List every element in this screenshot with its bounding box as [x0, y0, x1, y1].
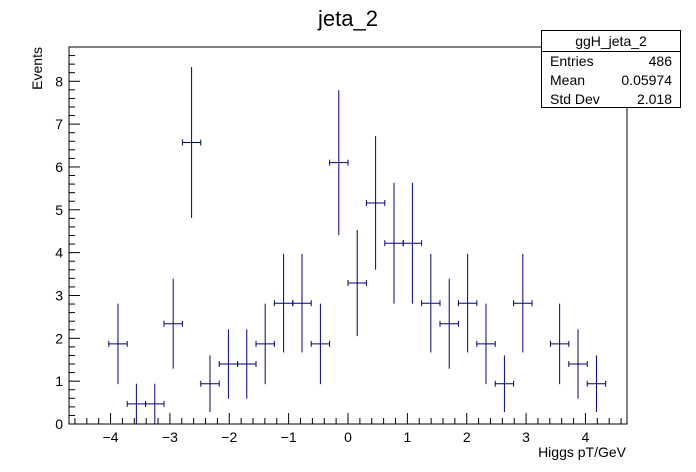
- data-point: [181, 67, 202, 218]
- y-tick-label: 0: [55, 416, 63, 432]
- data-point: [218, 329, 239, 399]
- x-tick-label: 2: [463, 429, 471, 445]
- data-point: [586, 355, 607, 413]
- stats-value: 486: [648, 53, 672, 69]
- data-point: [108, 303, 128, 385]
- data-point: [237, 329, 257, 399]
- data-point: [549, 303, 570, 385]
- data-point: [439, 278, 459, 369]
- data-point: [384, 182, 404, 304]
- data-point: [255, 303, 275, 385]
- stats-row-entries: Entries 486: [542, 52, 680, 71]
- x-tick-label: 0: [344, 429, 352, 445]
- data-point: [145, 383, 165, 424]
- x-tick-label: 1: [403, 429, 411, 445]
- y-tick-label: 7: [55, 116, 63, 132]
- chart-title: jeta_2: [317, 6, 378, 31]
- data-point: [365, 136, 386, 270]
- data-point: [310, 303, 331, 385]
- data-point: [402, 182, 423, 304]
- x-tick-label: −4: [103, 429, 119, 445]
- data-point: [329, 90, 349, 236]
- x-tick-label: 3: [522, 429, 530, 445]
- axis-ticks: −4 −3 −2 −1 0 1 2 3 4 0 1 2 3 4 5 6 7 8: [55, 46, 622, 445]
- x-tick-label: −3: [162, 429, 178, 445]
- x-tick-label: −2: [221, 429, 237, 445]
- y-tick-label: 4: [55, 245, 63, 261]
- y-tick-label: 8: [55, 73, 63, 89]
- stats-label: Mean: [550, 72, 586, 88]
- y-tick-label: 6: [55, 159, 63, 175]
- data-point: [126, 383, 147, 424]
- y-tick-label: 3: [55, 287, 63, 303]
- y-axis-label: Events: [29, 47, 45, 90]
- stats-value: 2.018: [636, 91, 672, 107]
- data-point: [513, 253, 533, 353]
- stats-row-stddev: Std Dev 2.018: [542, 90, 680, 109]
- data-points: [108, 67, 607, 424]
- data-point: [568, 329, 588, 399]
- x-axis-label: Higgs pT/GeV: [538, 444, 627, 460]
- data-point: [200, 355, 220, 413]
- stats-label: Entries: [550, 53, 594, 69]
- data-point: [273, 253, 294, 353]
- data-point: [494, 355, 515, 413]
- y-tick-label: 5: [55, 202, 63, 218]
- stats-label: Std Dev: [550, 91, 600, 107]
- y-tick-label: 1: [55, 373, 63, 389]
- x-tick-label: 4: [582, 429, 590, 445]
- data-point: [457, 253, 478, 353]
- stats-title: ggH_jeta_2: [542, 31, 680, 52]
- data-point: [347, 229, 367, 337]
- stats-value: 0.05974: [621, 72, 672, 88]
- stats-row-mean: Mean 0.05974: [542, 71, 680, 90]
- y-tick-label: 2: [55, 330, 63, 346]
- stats-box: ggH_jeta_2 Entries 486 Mean 0.05974 Std …: [541, 30, 681, 108]
- x-tick-label: −1: [281, 429, 297, 445]
- data-point: [292, 253, 312, 353]
- data-point: [163, 278, 183, 369]
- data-point: [476, 303, 496, 385]
- data-point: [421, 253, 441, 353]
